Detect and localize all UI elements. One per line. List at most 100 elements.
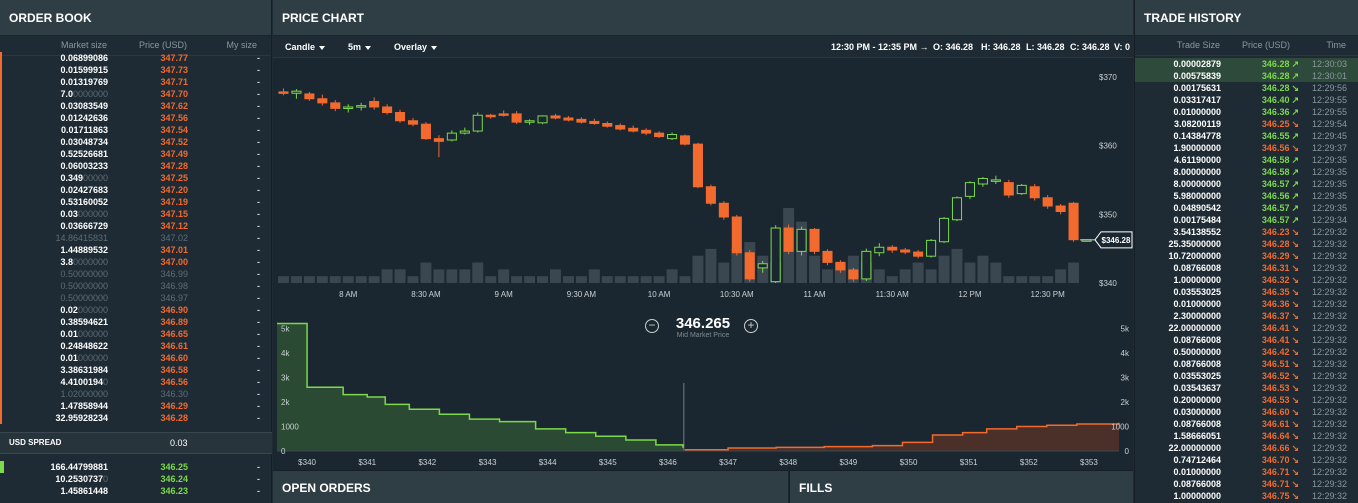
- candle-body[interactable]: [977, 178, 988, 185]
- candle-body[interactable]: [278, 91, 289, 94]
- candle-body[interactable]: [1029, 186, 1040, 199]
- candle-body[interactable]: [472, 114, 483, 132]
- ask-row[interactable]: 0.03083549 347.62 -: [0, 100, 272, 112]
- candle-body[interactable]: [939, 217, 950, 243]
- trade-row[interactable]: 0.74712464 346.70 ↘ 12:29:32: [1135, 454, 1358, 466]
- ask-row[interactable]: 0.38594621 346.89 -: [0, 316, 272, 328]
- candle-body[interactable]: [420, 123, 431, 140]
- trade-row[interactable]: 1.00000000 346.32 ↘ 12:29:32: [1135, 274, 1358, 286]
- ask-row[interactable]: 0.34900000 347.25 -: [0, 172, 272, 184]
- trade-row[interactable]: 25.35000000 346.28 ↘ 12:29:32: [1135, 238, 1358, 250]
- candle-body[interactable]: [822, 250, 833, 263]
- candle-body[interactable]: [433, 138, 444, 142]
- candle-body[interactable]: [330, 102, 341, 109]
- trade-row[interactable]: 0.20000000 346.53 ↘ 12:29:32: [1135, 394, 1358, 406]
- candle-body[interactable]: [1042, 197, 1053, 207]
- trade-row[interactable]: 0.01000000 346.36 ↗ 12:29:55: [1135, 106, 1358, 118]
- trade-row[interactable]: 0.03553025 346.52 ↘ 12:29:32: [1135, 370, 1358, 382]
- ask-row[interactable]: 14.86415831 347.02 -: [0, 232, 272, 244]
- trade-row[interactable]: 0.08766008 346.71 ↘ 12:29:32: [1135, 478, 1358, 490]
- candle-body[interactable]: [356, 105, 367, 108]
- bid-row[interactable]: 1.45861448 346.23 -: [0, 485, 272, 497]
- trade-row[interactable]: 0.08766008 346.61 ↘ 12:29:32: [1135, 418, 1358, 430]
- candle-body[interactable]: [291, 90, 302, 94]
- candle-body[interactable]: [887, 246, 898, 251]
- ask-row[interactable]: 0.06899086 347.77 -: [0, 52, 272, 64]
- candle-body[interactable]: [498, 113, 509, 116]
- candle-body[interactable]: [615, 125, 626, 130]
- candle-body[interactable]: [990, 179, 1001, 182]
- trade-row[interactable]: 0.14384778 346.55 ↗ 12:29:45: [1135, 130, 1358, 142]
- trade-row[interactable]: 0.00002879 346.28 ↗ 12:30:03: [1135, 58, 1358, 70]
- chart-type-dropdown[interactable]: Candle: [285, 42, 326, 52]
- trade-row[interactable]: 0.03317417 346.40 ↗ 12:29:55: [1135, 94, 1358, 106]
- trade-row[interactable]: 5.98000000 346.56 ↗ 12:29:35: [1135, 190, 1358, 202]
- candle-body[interactable]: [1068, 202, 1079, 241]
- candle-body[interactable]: [757, 263, 768, 269]
- trade-row[interactable]: 0.04890542 346.57 ↗ 12:29:35: [1135, 202, 1358, 214]
- trade-row[interactable]: 0.00175484 346.57 ↗ 12:29:34: [1135, 214, 1358, 226]
- trade-row[interactable]: 0.08766008 346.31 ↘ 12:29:32: [1135, 262, 1358, 274]
- ask-row[interactable]: 0.24848622 346.61 -: [0, 340, 272, 352]
- ask-row[interactable]: 0.01599915 347.73 -: [0, 64, 272, 76]
- trade-row[interactable]: 22.00000000 346.66 ↘ 12:29:32: [1135, 442, 1358, 454]
- candle-body[interactable]: [576, 118, 587, 123]
- candle-body[interactable]: [654, 132, 665, 138]
- candle-body[interactable]: [796, 228, 807, 252]
- zoom-in-button[interactable]: +: [744, 319, 758, 333]
- candle-body[interactable]: [304, 93, 315, 100]
- candle-body[interactable]: [446, 132, 457, 141]
- candlestick-chart[interactable]: $370 $360 $350 $340 8 AM 8:30 AM 9 AM 9:30 AM 10…: [273, 57, 1133, 313]
- candle-body[interactable]: [628, 127, 639, 132]
- zoom-out-button[interactable]: −: [645, 319, 659, 333]
- candle-body[interactable]: [835, 261, 846, 271]
- candle-body[interactable]: [317, 98, 328, 104]
- candle-body[interactable]: [485, 114, 496, 118]
- ask-row[interactable]: 0.50000000 346.97 -: [0, 292, 272, 304]
- candle-body[interactable]: [382, 106, 393, 113]
- candle-body[interactable]: [770, 227, 781, 283]
- candle-body[interactable]: [964, 182, 975, 197]
- candle-body[interactable]: [343, 106, 354, 109]
- trade-row[interactable]: 0.08766008 346.41 ↘ 12:29:32: [1135, 334, 1358, 346]
- interval-dropdown[interactable]: 5m: [348, 42, 372, 52]
- candle-body[interactable]: [913, 251, 924, 257]
- ask-row[interactable]: 0.01711863 347.54 -: [0, 124, 272, 136]
- candle-body[interactable]: [407, 120, 419, 125]
- ask-row[interactable]: 1.44889532 347.01 -: [0, 244, 272, 256]
- candle-body[interactable]: [602, 123, 613, 127]
- trade-row[interactable]: 3.08200119 346.25 ↘ 12:29:54: [1135, 118, 1358, 130]
- ask-row[interactable]: 0.01242636 347.56 -: [0, 112, 272, 124]
- candle-body[interactable]: [537, 115, 548, 124]
- trade-row[interactable]: 0.00175631 346.28 ↘ 12:29:56: [1135, 82, 1358, 94]
- ask-row[interactable]: 32.95928234 346.28 -: [0, 412, 272, 424]
- trade-row[interactable]: 3.54138552 346.23 ↘ 12:29:32: [1135, 226, 1358, 238]
- candle-body[interactable]: [459, 130, 470, 134]
- trade-row[interactable]: 0.00575839 346.28 ↗ 12:30:01: [1135, 70, 1358, 82]
- candle-body[interactable]: [1016, 184, 1027, 195]
- trade-row[interactable]: 0.01000000 346.71 ↘ 12:29:32: [1135, 466, 1358, 478]
- ask-row[interactable]: 0.01000000 346.60 -: [0, 352, 272, 364]
- trade-row[interactable]: 1.58666051 346.64 ↘ 12:29:32: [1135, 430, 1358, 442]
- candle-body[interactable]: [783, 227, 794, 252]
- depth-chart[interactable]: 5k 5k 4k 4k 3k 3k 2k 2k 1000 1000 0 0 $340 $341 $342 $3…: [273, 313, 1133, 470]
- candle-body[interactable]: [705, 186, 716, 204]
- trade-row[interactable]: 10.72000000 346.29 ↘ 12:29:32: [1135, 250, 1358, 262]
- ask-row[interactable]: 0.03000000 347.15 -: [0, 208, 272, 220]
- candle-body[interactable]: [524, 120, 535, 123]
- ask-row[interactable]: 0.02427683 347.20 -: [0, 184, 272, 196]
- ask-row[interactable]: 0.53160052 347.19 -: [0, 196, 272, 208]
- trade-row[interactable]: 0.08766008 346.51 ↘ 12:29:32: [1135, 358, 1358, 370]
- trade-row[interactable]: 22.00000000 346.41 ↘ 12:29:32: [1135, 322, 1358, 334]
- candle-body[interactable]: [589, 120, 600, 124]
- candle-body[interactable]: [861, 250, 872, 280]
- ask-row[interactable]: 0.03048734 347.52 -: [0, 136, 272, 148]
- candle-body[interactable]: [926, 239, 937, 257]
- trade-row[interactable]: 0.03553025 346.35 ↘ 12:29:32: [1135, 286, 1358, 298]
- overlay-dropdown[interactable]: Overlay: [394, 42, 438, 52]
- open-orders-panel[interactable]: OPEN ORDERS: [273, 470, 788, 503]
- ask-row[interactable]: 0.50000000 346.99 -: [0, 268, 272, 280]
- trade-row[interactable]: 8.00000000 346.58 ↗ 12:29:35: [1135, 166, 1358, 178]
- ask-row[interactable]: 4.41001940 346.56 -: [0, 376, 272, 388]
- candle-body[interactable]: [395, 112, 406, 122]
